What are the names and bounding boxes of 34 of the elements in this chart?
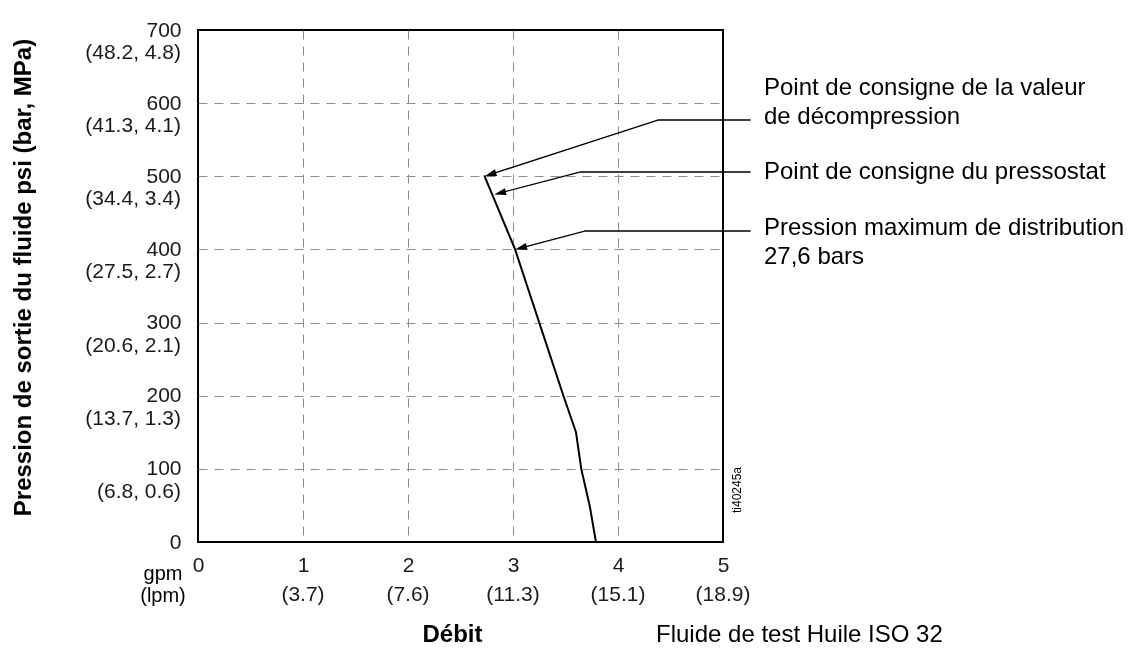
- y-tick-label: 700: [146, 17, 182, 41]
- y-axis-title: Pression de sortie du fluide psi (bar, MPa): [8, 38, 36, 517]
- text: (7.6): [386, 582, 430, 605]
- x-tick-label: 5: [717, 552, 730, 576]
- text: (11.3): [486, 582, 540, 605]
- text: (20.6, 2.1): [85, 332, 181, 356]
- text: (41.3, 4.1): [85, 113, 181, 137]
- y-tick-label: 200: [146, 383, 182, 407]
- text: (27.5, 2.7): [85, 259, 181, 283]
- text: (18.9): [695, 582, 751, 605]
- text: ti40245a: [730, 466, 744, 514]
- x-tick-label: 3: [507, 552, 520, 576]
- text: (6.8, 0.6): [96, 478, 181, 502]
- y-tick-label: 0: [169, 529, 182, 553]
- text: Point de consigne du pressostat: [764, 157, 1106, 184]
- text: Fluide de test Huile ISO 32: [656, 620, 943, 647]
- text: (48.2, 4.8): [85, 40, 181, 63]
- y-tick-label: 500: [146, 163, 182, 187]
- y-tick-label: 400: [146, 236, 182, 260]
- text: (3.7): [281, 582, 325, 605]
- y-tick-label: 600: [146, 90, 182, 114]
- x-tick-label: 2: [402, 552, 415, 576]
- text: gpm (lpm): [140, 562, 186, 606]
- text: Pression maximum de distribution 27,6 bars: [764, 213, 1125, 269]
- text: Point de consigne de la valeur de décompression: [764, 73, 1086, 129]
- y-tick-label: 300: [146, 310, 182, 334]
- x-tick-label: 1: [297, 552, 310, 576]
- x-axis-title: Débit: [422, 619, 483, 647]
- text: (34.4, 3.4): [85, 186, 181, 210]
- text: (13.7, 1.3): [85, 405, 181, 429]
- x-tick-label: 4: [612, 552, 625, 576]
- text: (15.1): [590, 582, 646, 605]
- y-tick-label: 100: [146, 456, 182, 480]
- x-tick-label: 0: [192, 552, 205, 576]
